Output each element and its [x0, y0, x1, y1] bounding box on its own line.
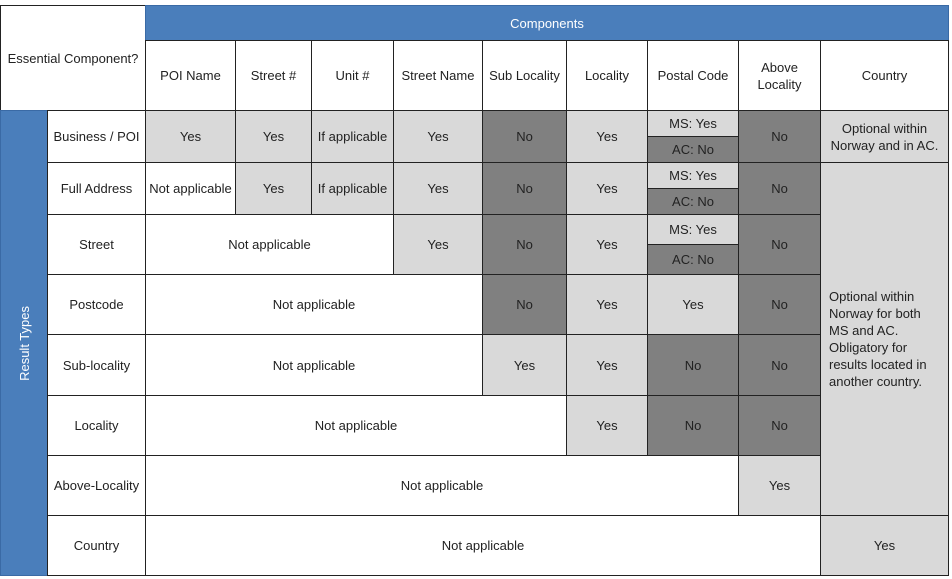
- table-cell: Yes: [393, 110, 483, 163]
- table-cell: AC: No: [647, 136, 739, 163]
- side-label: Result Types: [0, 110, 48, 576]
- side-label-text: Result Types: [16, 305, 32, 381]
- table-cell: Yes: [235, 110, 312, 163]
- table-cell: If applicable: [311, 162, 394, 215]
- table-cell: Optional within Norway and in AC.: [820, 110, 949, 163]
- table-cell: Yes: [393, 162, 483, 215]
- table-cell: No: [738, 274, 821, 335]
- table-cell: Yes: [566, 274, 648, 335]
- table-cell: No: [738, 334, 821, 396]
- column-header: Postal Code: [647, 40, 739, 111]
- table-cell: If applicable: [311, 110, 394, 163]
- table-cell: MS: Yes: [647, 162, 739, 189]
- row-label: Country: [47, 515, 146, 576]
- column-header: Street Name: [393, 40, 483, 111]
- row-label: Locality: [47, 395, 146, 456]
- row-label: Sub-locality: [47, 334, 146, 396]
- table-cell: Yes: [235, 162, 312, 215]
- table-cell: Not applicable: [145, 515, 821, 576]
- table-cell: No: [647, 395, 739, 456]
- corner-header: Essential Component?: [0, 5, 146, 111]
- table-cell: Not applicable: [145, 162, 236, 215]
- table-cell: No: [647, 334, 739, 396]
- row-label: Full Address: [47, 162, 146, 215]
- column-header: Above Locality: [738, 40, 821, 111]
- table-cell: AC: No: [647, 188, 739, 215]
- table-cell: Yes: [566, 395, 648, 456]
- row-label: Postcode: [47, 274, 146, 335]
- column-header: Locality: [566, 40, 648, 111]
- row-label: Street: [47, 214, 146, 275]
- column-header: POI Name: [145, 40, 236, 111]
- table-cell: Not applicable: [145, 274, 483, 335]
- table-cell: MS: Yes: [647, 110, 739, 137]
- table-cell: Yes: [145, 110, 236, 163]
- table-cell: No: [738, 214, 821, 275]
- table-cell: No: [482, 214, 567, 275]
- table-cell: No: [482, 162, 567, 215]
- table-cell: Yes: [566, 110, 648, 163]
- table-cell: Yes: [566, 334, 648, 396]
- table-cell: Yes: [393, 214, 483, 275]
- column-header: Unit #: [311, 40, 394, 111]
- row-label: Above-Locality: [47, 455, 146, 516]
- table-cell: Yes: [738, 455, 821, 516]
- table-cell: AC: No: [647, 244, 739, 275]
- column-header: Country: [820, 40, 949, 111]
- table-cell: No: [738, 110, 821, 163]
- table-cell: Yes: [566, 162, 648, 215]
- table-cell: Not applicable: [145, 334, 483, 396]
- table-cell: Not applicable: [145, 455, 739, 516]
- column-header: Street #: [235, 40, 312, 111]
- table-cell: Not applicable: [145, 395, 567, 456]
- table-cell: No: [482, 110, 567, 163]
- table-cell: No: [738, 162, 821, 215]
- table-cell: Yes: [820, 515, 949, 576]
- table-cell: Yes: [482, 334, 567, 396]
- column-header: Sub Locality: [482, 40, 567, 111]
- components-header: Components: [145, 5, 949, 41]
- table-cell: Yes: [647, 274, 739, 335]
- table-cell: Yes: [566, 214, 648, 275]
- table-cell: No: [482, 274, 567, 335]
- table-cell: MS: Yes: [647, 214, 739, 245]
- row-label: Business / POI: [47, 110, 146, 163]
- country-note: Optional within Norway for both MS and A…: [820, 162, 949, 516]
- table-cell: No: [738, 395, 821, 456]
- table-cell: Not applicable: [145, 214, 394, 275]
